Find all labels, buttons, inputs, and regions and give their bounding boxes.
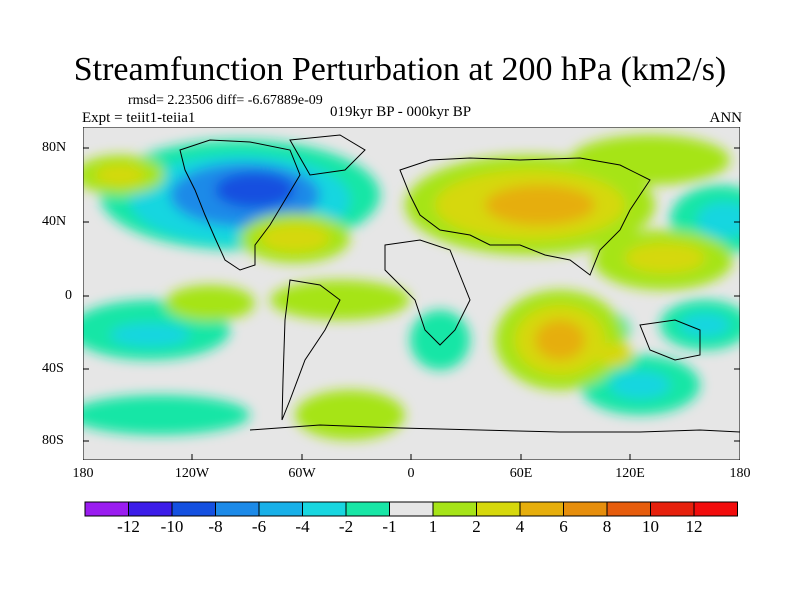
lat-label-40n: 40N xyxy=(42,214,67,229)
colorbar xyxy=(84,501,738,517)
colorbar-swatch xyxy=(606,501,651,517)
colorbar-label: 12 xyxy=(685,517,703,536)
colorbar-label: -4 xyxy=(295,517,310,536)
colorbar-swatch xyxy=(171,501,216,517)
colorbar-label: -6 xyxy=(251,517,267,536)
colorbar-label: -2 xyxy=(338,517,354,536)
colorbar-swatch xyxy=(693,501,738,517)
colorbar-swatch xyxy=(432,501,477,517)
colorbar-swatch xyxy=(345,501,390,517)
lon-label-120e: 120E xyxy=(615,466,645,481)
colorbar-label: 6 xyxy=(559,517,568,536)
lat-label-80s: 80S xyxy=(42,433,64,448)
colorbar-swatch xyxy=(302,501,347,517)
colorbar-label: 2 xyxy=(472,517,481,536)
lon-label-60w: 60W xyxy=(288,466,316,481)
colorbar-swatch xyxy=(563,501,608,517)
colorbar-swatch xyxy=(258,501,303,517)
lon-label-60e: 60E xyxy=(509,466,533,481)
lon-label-180e: 180 xyxy=(729,466,751,481)
colorbar-swatch xyxy=(389,501,434,517)
lat-label-40s: 40S xyxy=(42,361,64,376)
colorbar-label: 4 xyxy=(515,517,525,536)
stats-text: rmsd= 2.23506 diff= -6.67889e-09 xyxy=(128,93,323,108)
colorbar-label: -1 xyxy=(382,517,397,536)
colorbar-swatch xyxy=(476,501,521,517)
colorbar-swatch xyxy=(215,501,260,517)
experiment-label: Expt = teiit1-teiia1 xyxy=(82,110,196,126)
season-label: ANN xyxy=(709,110,743,126)
colorbar-label: 1 xyxy=(428,517,438,536)
lon-label-120w: 120W xyxy=(174,466,210,481)
colorbar-swatch xyxy=(519,501,564,517)
period-label: 019kyr BP - 000kyr BP xyxy=(330,104,472,120)
lat-label-80n: 80N xyxy=(42,140,67,155)
chart-title: Streamfunction Perturbation at 200 hPa (… xyxy=(73,51,727,88)
colorbar-label: 10 xyxy=(642,517,659,536)
lat-label-0: 0 xyxy=(65,288,72,303)
colorbar-swatch xyxy=(650,501,695,517)
colorbar-label: -8 xyxy=(208,517,223,536)
colorbar-label: -12 xyxy=(117,517,140,536)
colorbar-swatch xyxy=(84,501,129,517)
lon-label-0: 0 xyxy=(407,466,415,481)
colorbar-label: -10 xyxy=(160,517,184,536)
colorbar-label: 8 xyxy=(602,517,612,536)
lon-label-180w: 180 xyxy=(72,466,94,481)
colorbar-swatch xyxy=(128,501,173,517)
